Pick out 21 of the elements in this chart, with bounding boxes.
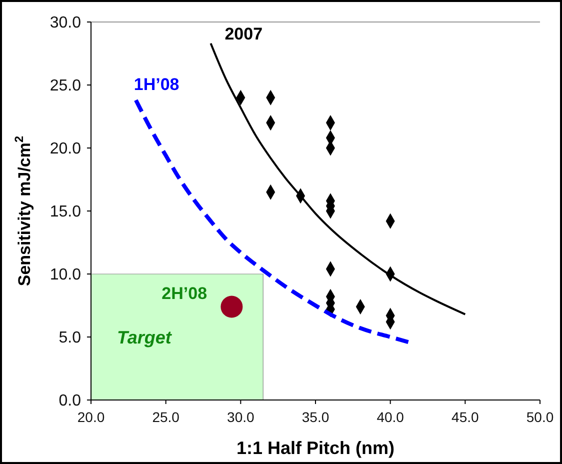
x-tick-label: 50.0 xyxy=(526,409,554,425)
y-tick-label: 25.0 xyxy=(50,78,82,95)
x-tick-label: 40.0 xyxy=(376,409,404,425)
x-tick-label: 30.0 xyxy=(227,409,255,425)
y-tick-label: 15.0 xyxy=(50,204,82,221)
y-tick-label: 30.0 xyxy=(50,14,82,32)
y-tick-label: 10.0 xyxy=(50,266,82,284)
series-label: Target xyxy=(117,327,172,348)
y-tick-label: 5.0 xyxy=(58,330,82,347)
series-label: 2007 xyxy=(224,24,263,44)
x-tick-label: 25.0 xyxy=(152,409,180,425)
series-label: 2H’08 xyxy=(162,284,208,303)
x-tick-label: 45.0 xyxy=(452,409,480,425)
y-tick-label: 0.0 xyxy=(58,392,82,410)
x-tick-label: 20.0 xyxy=(77,409,105,425)
x-tick-label: 35.0 xyxy=(302,409,330,425)
point xyxy=(220,296,243,318)
series-label: 1H’08 xyxy=(134,75,180,94)
y-tick-label: 20.0 xyxy=(50,140,82,158)
x-axis-title: 1:1 Half Pitch (nm) xyxy=(236,438,395,458)
line-series xyxy=(210,42,466,316)
